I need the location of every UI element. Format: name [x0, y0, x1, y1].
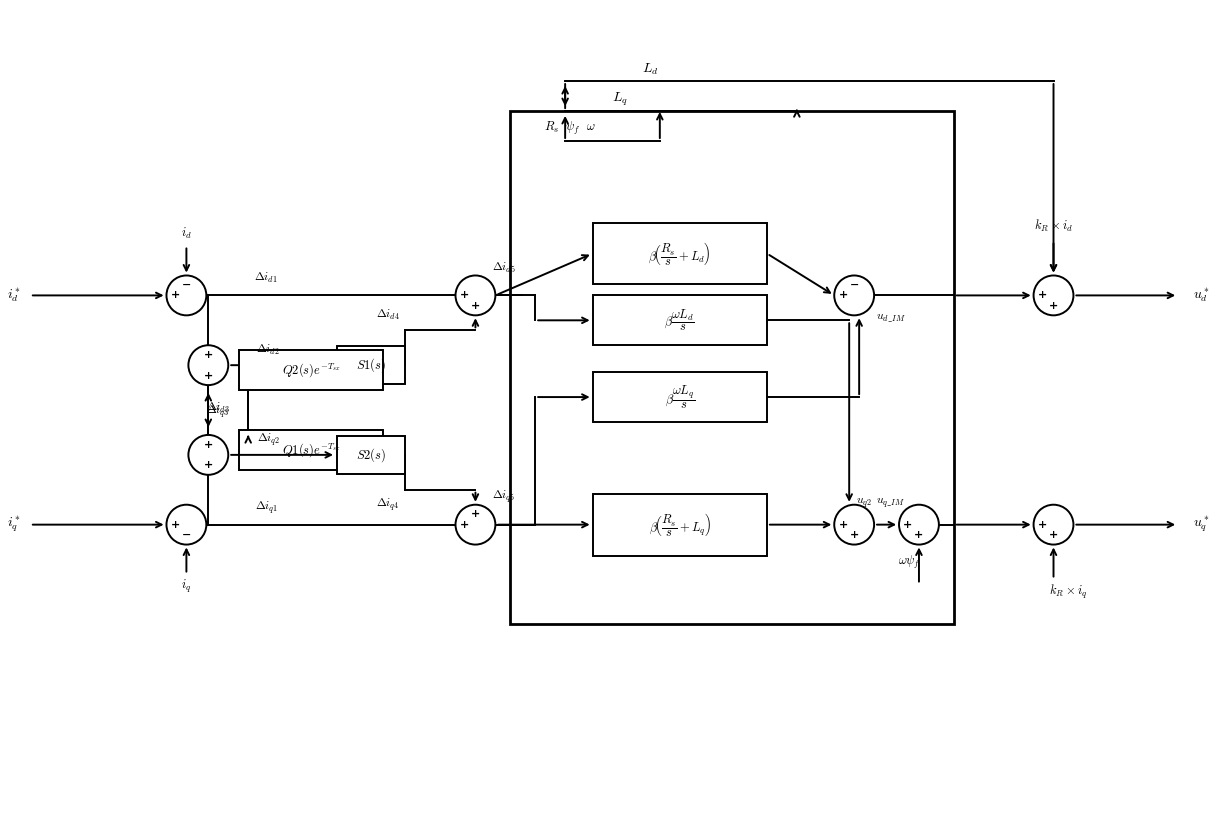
Text: +: + — [471, 301, 480, 311]
Text: +: + — [171, 291, 180, 301]
Text: $\omega\psi_f$: $\omega\psi_f$ — [897, 554, 920, 571]
Circle shape — [1033, 504, 1073, 544]
Text: +: + — [850, 530, 858, 540]
FancyBboxPatch shape — [592, 493, 767, 555]
Text: $k_R \times i_q$: $k_R \times i_q$ — [1049, 584, 1088, 601]
Text: +: + — [839, 519, 847, 529]
Text: +: + — [914, 530, 924, 540]
Circle shape — [834, 276, 874, 316]
Text: $L_q$: $L_q$ — [612, 90, 628, 108]
Text: +: + — [204, 371, 212, 381]
Text: +: + — [839, 291, 847, 301]
Text: +: + — [471, 509, 480, 519]
Circle shape — [188, 345, 228, 385]
FancyBboxPatch shape — [510, 111, 954, 625]
Text: $i_q$: $i_q$ — [181, 578, 192, 595]
Text: +: + — [1049, 301, 1059, 311]
Text: $u_q^*$: $u_q^*$ — [1193, 515, 1210, 534]
Text: $Q2(s)e^{-T_{sx}}$: $Q2(s)e^{-T_{sx}}$ — [282, 362, 340, 379]
Text: $\beta\!\left(\dfrac{R_s}{s}+L_q\right)$: $\beta\!\left(\dfrac{R_s}{s}+L_q\right)$ — [648, 511, 711, 538]
Text: $u_{q\_IM}$: $u_{q\_IM}$ — [877, 496, 906, 509]
Circle shape — [455, 276, 495, 316]
FancyBboxPatch shape — [592, 296, 767, 345]
Text: $\Delta i_{d2}$: $\Delta i_{d2}$ — [256, 343, 280, 357]
Text: −: − — [182, 530, 191, 540]
Text: $L_d$: $L_d$ — [642, 62, 658, 77]
Text: $\Delta i_{q5}$: $\Delta i_{q5}$ — [493, 488, 516, 505]
Text: $\Delta i_{q4}$: $\Delta i_{q4}$ — [376, 496, 399, 513]
Text: $\Delta i_{d5}$: $\Delta i_{d5}$ — [493, 261, 516, 275]
Text: +: + — [1038, 291, 1048, 301]
Circle shape — [834, 504, 874, 544]
Text: +: + — [460, 291, 469, 301]
FancyBboxPatch shape — [239, 350, 384, 390]
FancyBboxPatch shape — [239, 430, 384, 470]
Text: $\Delta i_{d3}$: $\Delta i_{d3}$ — [206, 401, 231, 415]
Text: $\Delta i_{q3}$: $\Delta i_{q3}$ — [206, 403, 229, 420]
Text: $i_d^*$: $i_d^*$ — [7, 286, 21, 304]
Circle shape — [455, 504, 495, 544]
Text: +: + — [903, 519, 913, 529]
FancyBboxPatch shape — [337, 347, 404, 384]
Circle shape — [1033, 276, 1073, 316]
Circle shape — [166, 504, 206, 544]
Text: $\Delta i_{q1}$: $\Delta i_{q1}$ — [255, 499, 278, 516]
Text: +: + — [204, 439, 212, 449]
Text: $\Delta i_{d1}$: $\Delta i_{d1}$ — [254, 271, 278, 286]
Text: $S1(s)$: $S1(s)$ — [356, 357, 386, 374]
Text: +: + — [204, 350, 212, 360]
Text: +: + — [204, 460, 212, 470]
Circle shape — [188, 435, 228, 475]
Text: $\Delta i_{d4}$: $\Delta i_{d4}$ — [376, 308, 399, 322]
Text: $\beta\dfrac{\omega L_q}{s}$: $\beta\dfrac{\omega L_q}{s}$ — [665, 383, 694, 411]
FancyBboxPatch shape — [592, 223, 767, 285]
Text: +: + — [460, 519, 469, 529]
Text: $i_d$: $i_d$ — [181, 226, 192, 241]
Text: $u_d^*$: $u_d^*$ — [1193, 286, 1210, 304]
Text: $\beta\dfrac{\omega L_d}{s}$: $\beta\dfrac{\omega L_d}{s}$ — [664, 308, 696, 333]
Text: −: − — [182, 280, 191, 290]
Text: $\beta\!\left(\dfrac{R_s}{s}+L_d\right)$: $\beta\!\left(\dfrac{R_s}{s}+L_d\right)$ — [648, 240, 711, 267]
Text: $Q1(s)e^{-T_{sx}}$: $Q1(s)e^{-T_{sx}}$ — [282, 441, 340, 458]
Circle shape — [900, 504, 938, 544]
Text: $R_s\ \ \psi_f\ \ \omega$: $R_s\ \ \psi_f\ \ \omega$ — [544, 120, 596, 138]
Text: −: − — [850, 280, 858, 290]
Text: +: + — [1049, 530, 1059, 540]
Text: $u_{d\_IM}$: $u_{d\_IM}$ — [877, 311, 906, 324]
Text: $u_{q2}$: $u_{q2}$ — [856, 496, 872, 509]
Text: +: + — [171, 519, 180, 529]
Text: $i_q^*$: $i_q^*$ — [7, 515, 21, 534]
Text: $k_R \times i_d$: $k_R \times i_d$ — [1034, 218, 1073, 234]
Text: $\Delta i_{q2}$: $\Delta i_{q2}$ — [256, 432, 279, 448]
Circle shape — [166, 276, 206, 316]
FancyBboxPatch shape — [337, 436, 404, 473]
FancyBboxPatch shape — [592, 372, 767, 422]
Text: $S2(s)$: $S2(s)$ — [356, 446, 386, 463]
Text: +: + — [1038, 519, 1048, 529]
